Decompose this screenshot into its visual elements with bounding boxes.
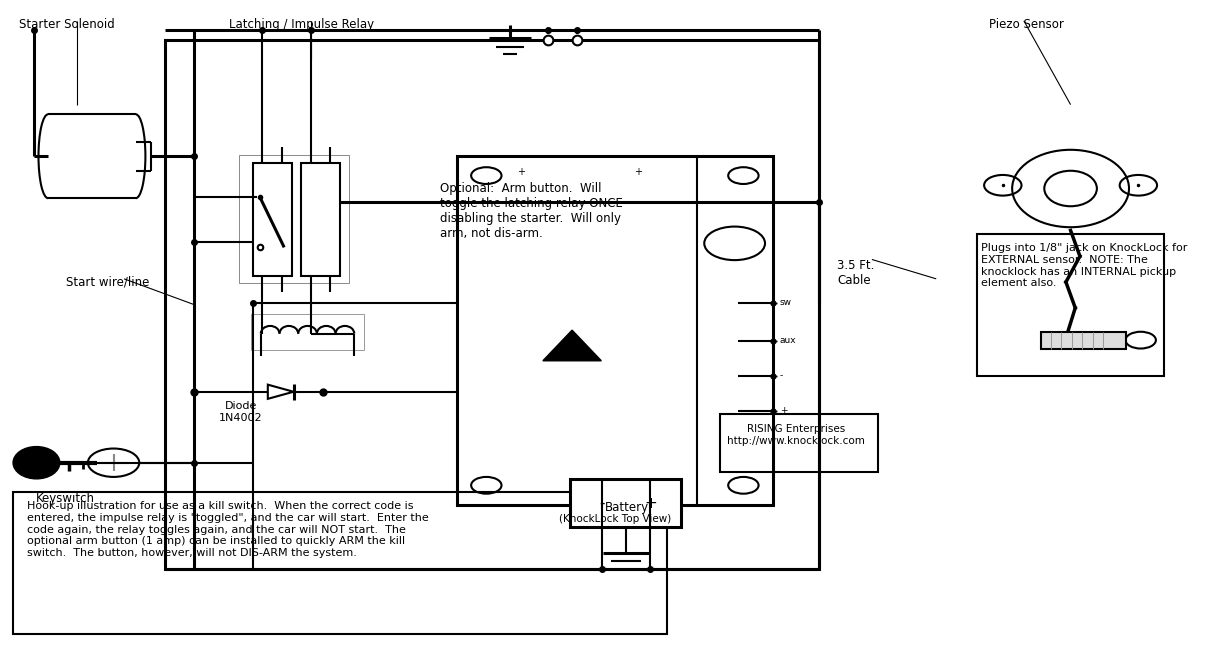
Text: Latching / Impulse Relay: Latching / Impulse Relay (229, 17, 375, 30)
Text: Optional:  Arm button.  Will
toggle the latching relay ONCE
disabling the starte: Optional: Arm button. Will toggle the la… (439, 182, 623, 240)
Text: (KnockLock Top View): (KnockLock Top View) (558, 515, 671, 524)
Text: Plugs into 1/8" jack on KnockLock for
EXTERNAL sensor.  NOTE: The
knocklock has : Plugs into 1/8" jack on KnockLock for EX… (980, 244, 1187, 288)
Text: Battery: Battery (605, 502, 649, 515)
Bar (165, 40, 819, 569)
Bar (239, 155, 349, 283)
Text: -: - (780, 371, 783, 380)
Polygon shape (543, 330, 601, 361)
Bar (1042, 332, 1126, 349)
Bar (570, 479, 682, 527)
Bar (457, 156, 772, 505)
Text: Keyswitch: Keyswitch (37, 492, 95, 505)
Bar (13, 492, 667, 634)
Bar (252, 163, 293, 275)
Ellipse shape (13, 446, 60, 479)
Bar (977, 234, 1164, 376)
Text: RISING Enterprises
http://www.knocklock.com: RISING Enterprises http://www.knocklock.… (727, 424, 865, 446)
Text: +: + (644, 496, 657, 511)
Text: Piezo Sensor: Piezo Sensor (989, 17, 1064, 30)
Text: -: - (599, 496, 605, 511)
Text: aux: aux (780, 336, 797, 345)
Text: Starter Solenoid: Starter Solenoid (18, 17, 115, 30)
Text: +: + (634, 167, 643, 178)
Text: Hook-up illustration for use as a kill switch.  When the correct code is
entered: Hook-up illustration for use as a kill s… (27, 502, 428, 558)
Text: +: + (518, 167, 525, 178)
Text: Diode
1N4002: Diode 1N4002 (219, 401, 263, 423)
Text: Start wire/line: Start wire/line (66, 275, 149, 288)
Text: 3.5 Ft.
Cable: 3.5 Ft. Cable (837, 259, 874, 288)
Bar (720, 414, 878, 472)
Text: sw: sw (780, 298, 792, 307)
Bar (251, 314, 364, 350)
Polygon shape (268, 385, 294, 399)
Bar (301, 163, 340, 275)
Text: +: + (780, 406, 787, 415)
